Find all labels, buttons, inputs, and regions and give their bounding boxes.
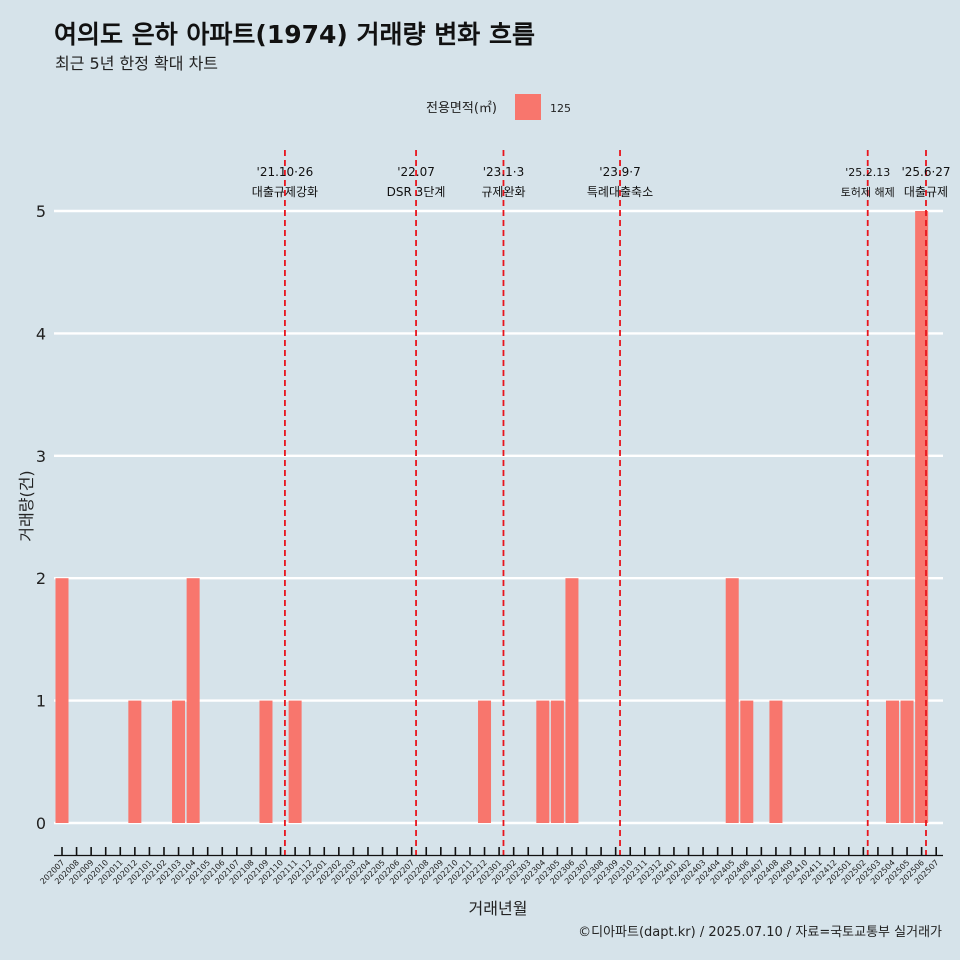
event-label: 대출규제강화	[252, 185, 318, 199]
event-date-label: '25.2.13	[845, 166, 890, 179]
legend: 전용면적(㎡) 125	[426, 94, 571, 120]
bar	[740, 700, 754, 823]
bar	[885, 700, 899, 823]
event-lines: '21.10·26 대출규제강화 '22.07 DSR 3단계 '23.1·3 규제완화 '…	[252, 150, 951, 855]
event-label: 토허제 해제	[841, 185, 895, 199]
bar	[55, 578, 69, 823]
y-axis: 0 1 2 3 4 5	[36, 202, 46, 833]
bar	[900, 700, 914, 823]
event-date-label: '23.1·3	[483, 165, 524, 179]
caption: ©디아파트(dapt.kr) / 2025.07.10 / 자료=국토교통부 실…	[578, 925, 942, 940]
bar	[288, 700, 302, 823]
bar	[915, 211, 929, 823]
event-label: 규제완화	[481, 185, 525, 199]
bar	[259, 700, 273, 823]
y-tick-label: 3	[36, 447, 46, 466]
y-axis-title: 거래량(건)	[17, 470, 36, 541]
bar	[186, 578, 200, 823]
bar	[550, 700, 564, 823]
bar	[172, 700, 186, 823]
legend-entry: 125	[550, 102, 571, 115]
y-tick-label: 2	[36, 569, 46, 588]
event-label: 특례대출축소	[587, 185, 653, 199]
chart-title: 여의도 은하 아파트(1974) 거래량 변화 흐름	[54, 20, 535, 49]
legend-title: 전용면적(㎡)	[426, 101, 497, 116]
y-tick-label: 1	[36, 692, 46, 711]
bar	[478, 700, 492, 823]
bar	[536, 700, 550, 823]
event-label: 대출규제	[904, 185, 948, 199]
event-date-label: '22.07	[397, 165, 435, 179]
chart-subtitle: 최근 5년 한정 확대 차트	[55, 54, 218, 73]
event-date-label: '25.6·27	[901, 165, 950, 179]
event-label: DSR 3단계	[387, 185, 446, 199]
bar	[128, 700, 142, 823]
legend-swatch	[515, 94, 541, 120]
bar	[769, 700, 783, 823]
x-axis-title: 거래년월	[469, 899, 528, 918]
y-tick-label: 4	[36, 324, 46, 343]
bars	[55, 211, 929, 823]
grid	[54, 209, 943, 825]
bar	[565, 578, 579, 823]
event-date-label: '21.10·26	[257, 165, 314, 179]
event-date-label: '23.9·7	[599, 165, 640, 179]
y-tick-label: 5	[36, 202, 46, 221]
y-tick-label: 0	[36, 814, 46, 833]
bar	[725, 578, 739, 823]
